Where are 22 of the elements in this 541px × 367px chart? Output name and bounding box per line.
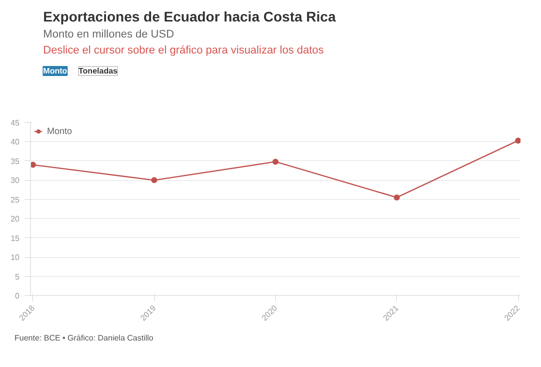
y-tick-label: 30 [10, 176, 20, 186]
point [515, 138, 520, 144]
legend-label: Monto [47, 126, 72, 136]
y-tick-label: 25 [10, 195, 20, 204]
chart-title: Exportaciones de Ecuador hacia Costa Rica [43, 8, 336, 24]
chart-subtitle: Monto en millones de USD [43, 28, 174, 40]
y-tick-label: 20 [10, 214, 20, 224]
y-tick-label: 0 [15, 292, 20, 300]
y-tick-label: 35 [10, 156, 20, 166]
point [394, 194, 400, 200]
y-tick-label: 5 [15, 272, 20, 282]
y-tick-label: 40 [10, 138, 20, 147]
text: Toneladas [78, 66, 118, 76]
text: Monto [43, 66, 68, 76]
y-tick-label: 45 [10, 118, 20, 128]
y-tick-label: 10 [10, 253, 20, 262]
point [272, 158, 278, 165]
point [30, 162, 36, 168]
y-tick-label: 15 [10, 234, 20, 243]
point [151, 177, 158, 184]
text: Deslice el cursor sobre el gráfico para visualizar los datos [43, 44, 324, 56]
source-note: Fuente: BCE • Gráfico: Daniela Castillo [14, 334, 154, 342]
